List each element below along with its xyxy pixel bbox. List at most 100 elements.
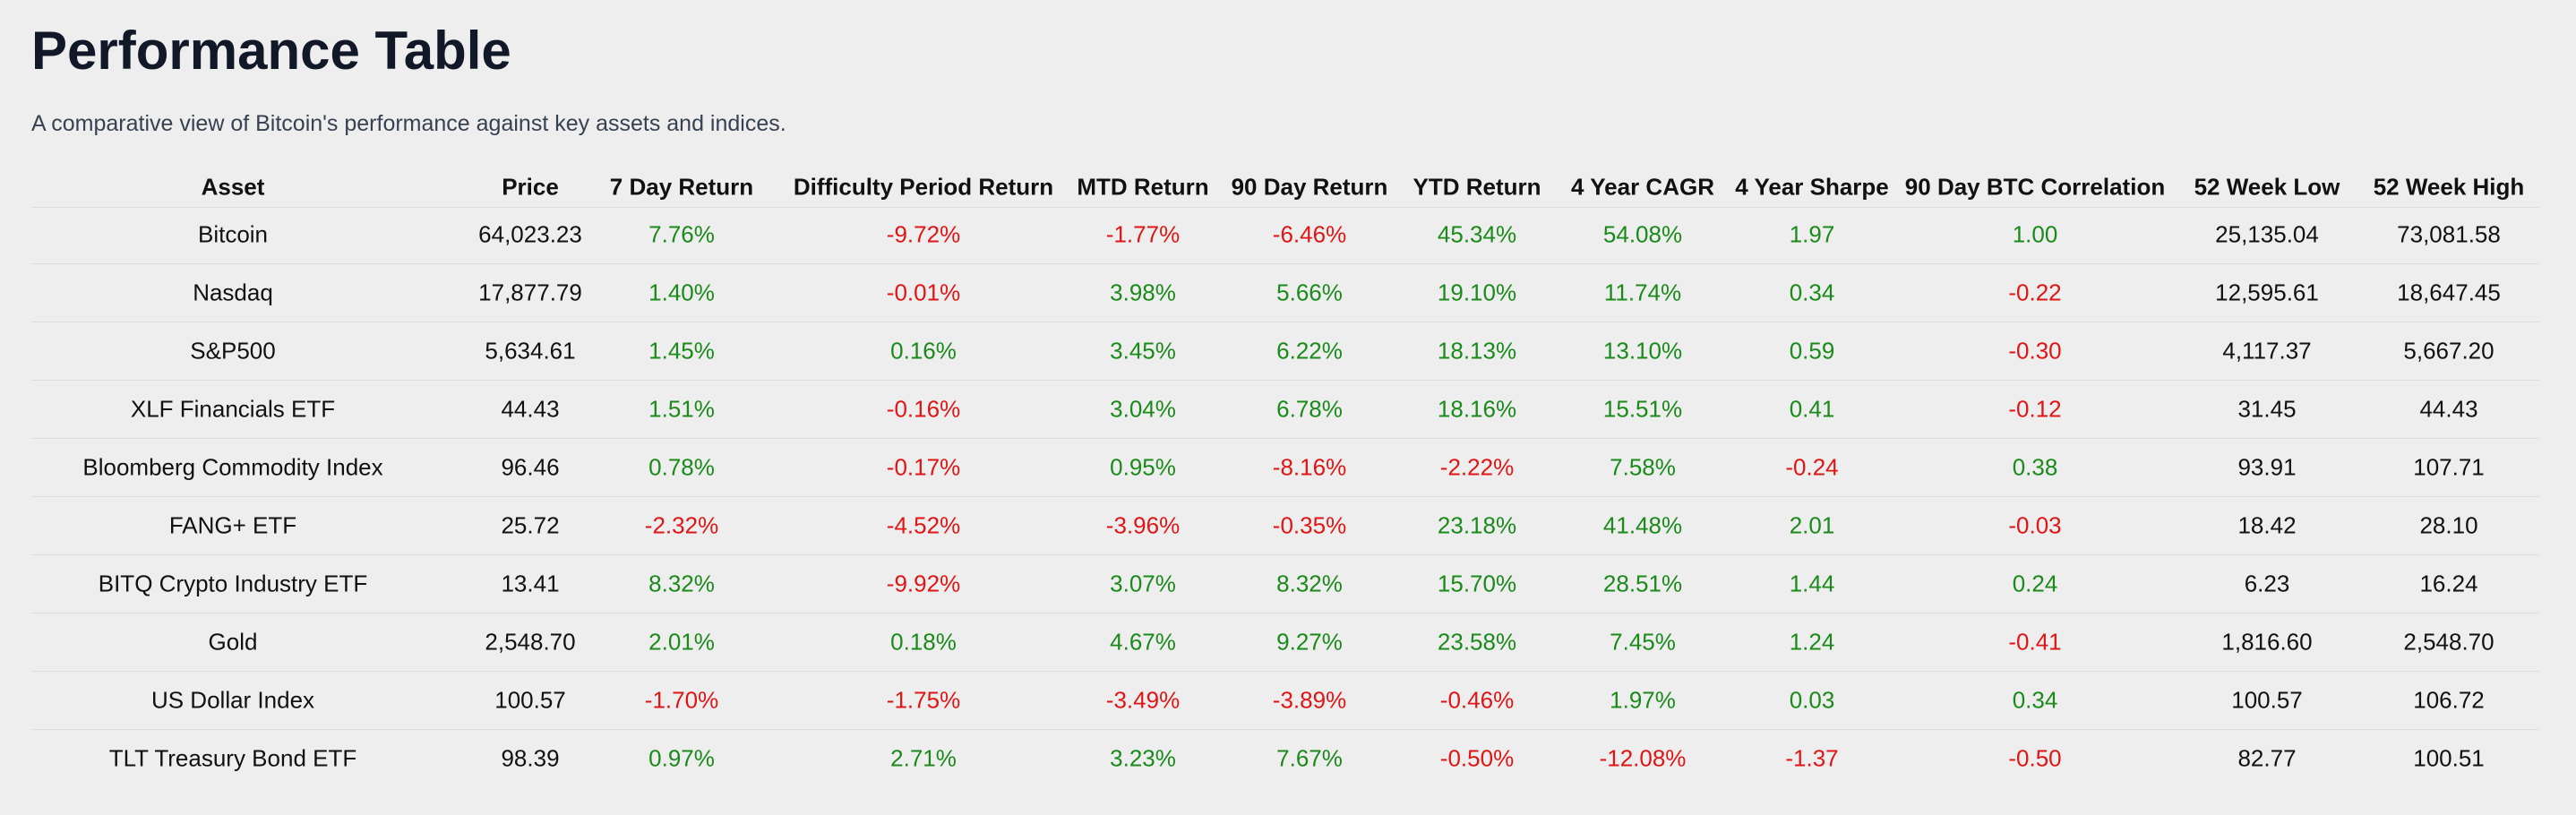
table-cell: -3.89%: [1272, 686, 1347, 714]
table-cell: -9.92%: [886, 570, 961, 597]
table-cell: 7.67%: [1276, 744, 1343, 772]
table-cell: 44.43: [501, 395, 560, 423]
page-title: Performance Table: [31, 21, 511, 81]
table-cell: 2.01: [1789, 511, 1835, 539]
table-cell: -0.30: [2008, 337, 2062, 365]
table-cell: 6.22%: [1276, 337, 1343, 365]
table-cell: 8.32%: [648, 570, 715, 597]
table-cell: 1.24: [1789, 628, 1835, 656]
table-cell: 11.74%: [1603, 279, 1682, 306]
table-cell: 13.10%: [1602, 337, 1683, 365]
table-cell: 106.72: [2413, 686, 2485, 714]
table-cell: 82.77: [2237, 744, 2297, 772]
column-header: 7 Day Return: [609, 173, 754, 201]
table-cell: -1.70%: [644, 686, 719, 714]
table-cell: -0.50: [2008, 744, 2062, 772]
table-cell: 0.18%: [890, 628, 957, 656]
table-cell: 0.03: [1789, 686, 1835, 714]
table-cell: 5,634.61: [485, 337, 576, 365]
table-cell: 1.97: [1789, 220, 1835, 248]
column-header: 90 Day Return: [1231, 173, 1388, 201]
table-cell: 2.01%: [648, 628, 715, 656]
row-divider: [31, 263, 2539, 264]
row-divider: [31, 729, 2539, 730]
table-cell: 64,023.23: [478, 220, 582, 248]
asset-name: XLF Financials ETF: [130, 395, 336, 423]
table-cell: -0.17%: [886, 453, 961, 481]
table-cell: -1.77%: [1105, 220, 1181, 248]
table-cell: 13.41: [501, 570, 560, 597]
table-cell: 3.07%: [1110, 570, 1176, 597]
table-cell: 7.45%: [1610, 628, 1676, 656]
table-cell: 1.97%: [1610, 686, 1676, 714]
table-cell: 25.72: [501, 511, 560, 539]
row-divider: [31, 554, 2539, 555]
table-cell: 8.32%: [1276, 570, 1343, 597]
table-cell: -9.72%: [886, 220, 961, 248]
table-cell: 1.51%: [648, 395, 715, 423]
table-cell: 31.45: [2237, 395, 2297, 423]
table-cell: 1.00: [2012, 220, 2058, 248]
column-header: 4 Year Sharpe: [1735, 173, 1889, 201]
table-cell: 19.10%: [1437, 279, 1517, 306]
table-cell: -0.03: [2008, 511, 2062, 539]
asset-name: Bitcoin: [197, 220, 269, 248]
column-header: Difficulty Period Return: [793, 173, 1054, 201]
table-cell: 18.16%: [1437, 395, 1517, 423]
table-cell: -0.41: [2008, 628, 2062, 656]
table-cell: 73,081.58: [2397, 220, 2501, 248]
table-cell: 2.71%: [890, 744, 957, 772]
column-header: 52 Week High: [2373, 173, 2525, 201]
column-header: 4 Year CAGR: [1571, 173, 1714, 201]
table-cell: -0.12: [2008, 395, 2062, 423]
table-cell: 0.78%: [648, 453, 715, 481]
table-cell: 7.58%: [1610, 453, 1676, 481]
table-cell: -1.37: [1785, 744, 1839, 772]
table-cell: 23.18%: [1437, 511, 1517, 539]
table-cell: 23.58%: [1437, 628, 1517, 656]
table-cell: 0.38: [2012, 453, 2058, 481]
table-cell: 96.46: [501, 453, 560, 481]
asset-name: Nasdaq: [193, 279, 273, 306]
table-cell: 6.78%: [1276, 395, 1343, 423]
table-cell: 2,548.70: [2403, 628, 2494, 656]
table-cell: 15.51%: [1602, 395, 1683, 423]
table-cell: 3.98%: [1110, 279, 1176, 306]
table-cell: -0.16%: [886, 395, 961, 423]
table-cell: 0.16%: [890, 337, 957, 365]
table-cell: 7.76%: [648, 220, 715, 248]
column-header: 52 Week Low: [2194, 173, 2340, 201]
table-cell: -3.49%: [1105, 686, 1181, 714]
table-cell: 54.08%: [1602, 220, 1683, 248]
table-cell: 0.59: [1789, 337, 1835, 365]
page-subtitle: A comparative view of Bitcoin's performa…: [31, 111, 786, 136]
asset-name: FANG+ ETF: [168, 511, 297, 539]
table-cell: -4.52%: [886, 511, 961, 539]
table-cell: -0.50%: [1439, 744, 1515, 772]
row-divider: [31, 207, 2539, 208]
table-cell: 15.70%: [1437, 570, 1517, 597]
asset-name: TLT Treasury Bond ETF: [108, 744, 357, 772]
table-cell: 18.13%: [1437, 337, 1517, 365]
table-cell: -12.08%: [1599, 744, 1687, 772]
table-cell: -1.75%: [886, 686, 961, 714]
table-cell: 28.51%: [1602, 570, 1683, 597]
asset-name: Gold: [208, 628, 258, 656]
column-header: MTD Return: [1077, 173, 1209, 201]
table-cell: 1.45%: [648, 337, 715, 365]
table-cell: 5.66%: [1276, 279, 1343, 306]
asset-name: US Dollar Index: [150, 686, 315, 714]
table-cell: 100.57: [494, 686, 566, 714]
table-cell: 3.23%: [1110, 744, 1176, 772]
table-cell: 98.39: [501, 744, 560, 772]
table-cell: 44.43: [2419, 395, 2478, 423]
table-cell: 0.41: [1789, 395, 1835, 423]
table-cell: -2.22%: [1439, 453, 1515, 481]
asset-name: Bloomberg Commodity Index: [82, 453, 383, 481]
column-header: 90 Day BTC Correlation: [1904, 173, 2166, 201]
table-cell: 100.57: [2231, 686, 2303, 714]
table-cell: 0.24: [2012, 570, 2058, 597]
table-cell: 18.42: [2237, 511, 2297, 539]
table-cell: 41.48%: [1602, 511, 1683, 539]
